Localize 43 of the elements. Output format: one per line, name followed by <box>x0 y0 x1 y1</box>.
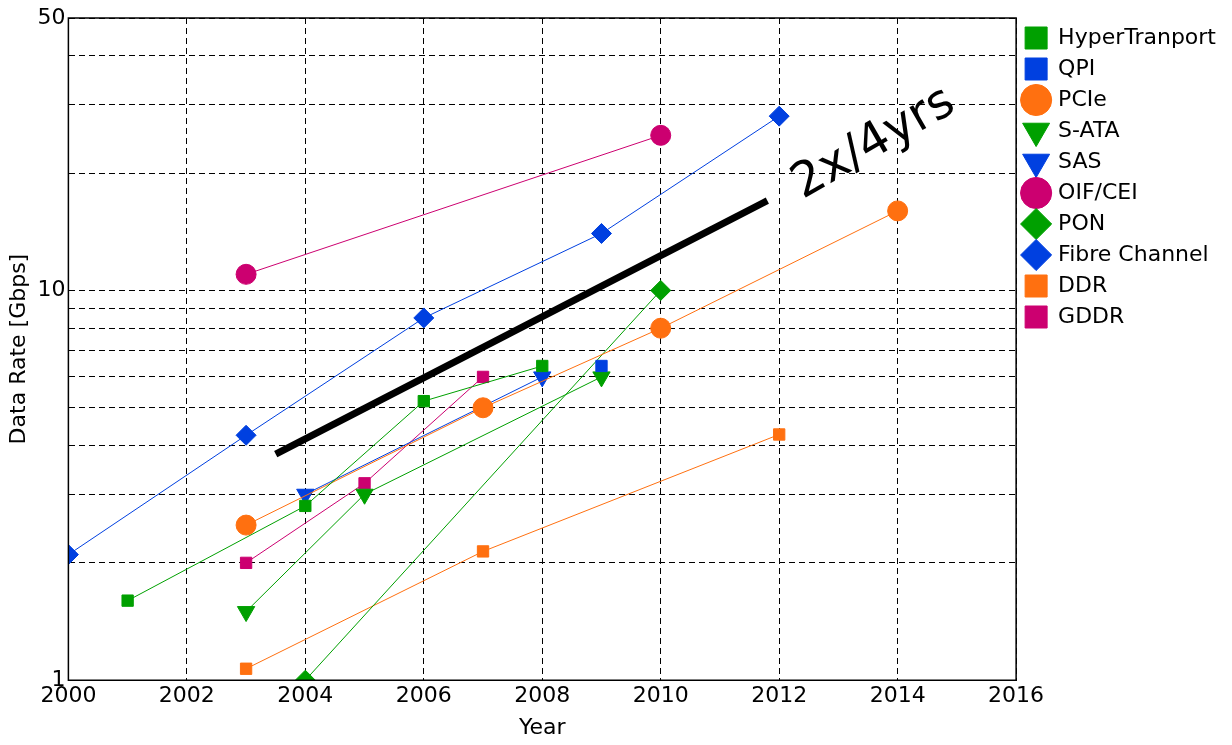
x-tick-label: 2010 <box>632 682 689 708</box>
x-tick-label: 2006 <box>395 682 452 708</box>
point <box>235 514 257 536</box>
legend-label: S-ATA <box>1058 116 1120 142</box>
point <box>773 428 786 441</box>
y-axis-title: Data Rate [Gbps] <box>4 253 30 445</box>
legend-label: SAS <box>1058 147 1102 173</box>
point <box>235 263 257 285</box>
legend-label: PON <box>1058 209 1106 235</box>
point <box>650 124 672 146</box>
point <box>358 477 371 490</box>
legend-label: QPI <box>1058 54 1096 80</box>
point <box>768 105 790 127</box>
y-tick-label: 10 <box>37 276 66 302</box>
point <box>472 397 494 419</box>
point <box>235 424 257 446</box>
x-axis-title: Year <box>517 713 567 739</box>
x-tick-label: 2012 <box>751 682 808 708</box>
y-tick-label: 50 <box>37 3 66 29</box>
legend-label: GDDR <box>1058 302 1125 328</box>
x-tick-label: 2014 <box>869 682 926 708</box>
point <box>536 359 549 373</box>
legend-label: DDR <box>1058 271 1108 297</box>
point <box>121 594 134 607</box>
x-tick-label: 2002 <box>158 682 215 708</box>
point <box>650 279 672 301</box>
point <box>417 394 430 408</box>
x-tick-label: 2016 <box>988 682 1045 708</box>
point <box>887 200 909 222</box>
legend-label: HyperTranport <box>1058 23 1217 49</box>
legend-label: OIF/CEI <box>1058 178 1138 204</box>
point <box>239 556 253 570</box>
point <box>413 307 435 329</box>
point <box>476 545 490 558</box>
x-tick-label: 2008 <box>514 682 571 708</box>
point <box>476 370 490 384</box>
point <box>239 662 253 675</box>
point <box>650 317 672 339</box>
x-tick-label: 2004 <box>277 682 334 708</box>
point <box>590 222 612 244</box>
legend-label: PCIe <box>1058 85 1107 111</box>
legend-label: Fibre Channel <box>1058 240 1209 266</box>
point <box>595 359 608 373</box>
